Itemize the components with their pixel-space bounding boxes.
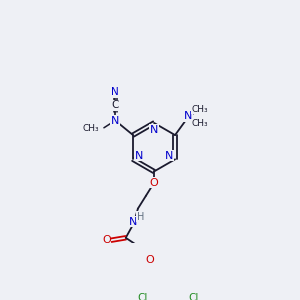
Text: C: C xyxy=(112,100,119,110)
Text: H: H xyxy=(136,212,144,222)
Text: CH₃: CH₃ xyxy=(82,124,99,133)
Text: N: N xyxy=(129,217,137,226)
Text: N: N xyxy=(150,125,158,135)
Text: CH₃: CH₃ xyxy=(191,119,208,128)
Text: Cl: Cl xyxy=(137,292,148,300)
Text: Cl: Cl xyxy=(188,292,198,300)
Text: O: O xyxy=(150,178,158,188)
Text: N: N xyxy=(184,112,192,122)
Text: N: N xyxy=(165,151,173,161)
Text: N: N xyxy=(111,87,119,97)
Text: O: O xyxy=(146,255,154,266)
Text: CH₃: CH₃ xyxy=(192,105,208,114)
Text: O: O xyxy=(102,235,111,245)
Text: N: N xyxy=(111,116,119,125)
Text: N: N xyxy=(135,151,143,161)
